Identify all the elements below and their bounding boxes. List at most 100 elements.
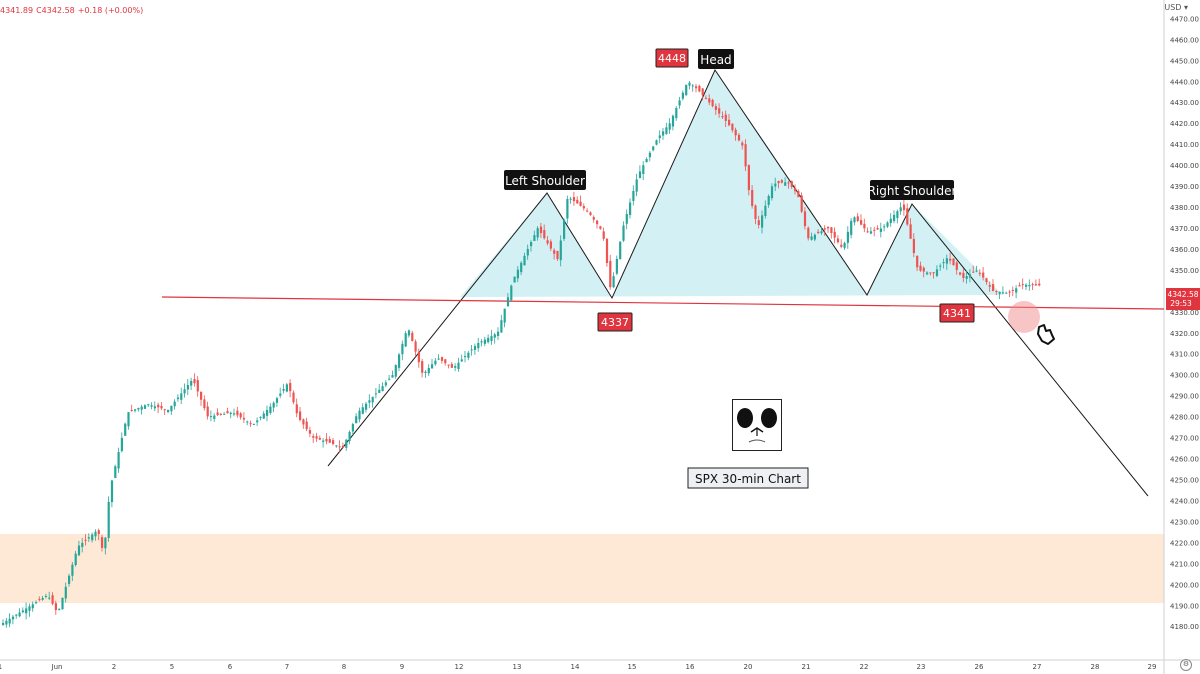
- candle-body: [780, 180, 783, 183]
- candle-body: [935, 269, 939, 276]
- time-tick-label: 13: [513, 663, 522, 671]
- svg-text:4448: 4448: [658, 52, 686, 65]
- candle-body: [71, 564, 74, 576]
- candle-body: [407, 330, 411, 336]
- time-tick-label: 26: [975, 663, 984, 671]
- candle-body: [955, 262, 958, 270]
- candle-body: [470, 349, 473, 351]
- candle-body: [879, 228, 882, 232]
- candle-body: [919, 265, 922, 271]
- time-tick-label: 21: [802, 663, 811, 671]
- candle-body: [186, 385, 189, 390]
- candle-body: [681, 92, 684, 99]
- candle-body: [787, 182, 790, 184]
- candle-body: [160, 405, 163, 409]
- candle-body: [767, 196, 770, 205]
- candle-body: [292, 392, 295, 403]
- candle-body: [810, 236, 813, 240]
- price-tick-label: 4290.00: [1170, 393, 1199, 401]
- candle-body: [615, 258, 618, 274]
- neckline: [161, 296, 1165, 310]
- candle-body: [708, 98, 711, 103]
- candle-body: [25, 608, 28, 614]
- candle-body: [764, 205, 767, 216]
- candle-body: [724, 114, 727, 121]
- candle-body: [147, 404, 150, 406]
- price-tick-label: 4350.00: [1170, 267, 1199, 275]
- candle-body: [153, 406, 156, 409]
- candle-body: [612, 276, 615, 288]
- price-tick-label: 4440.00: [1170, 78, 1199, 86]
- currency-selector[interactable]: USD ▾: [1164, 3, 1188, 12]
- close-readout: C4342.58: [36, 6, 75, 15]
- price-tick-label: 4260.00: [1170, 456, 1199, 464]
- svg-text:Left Shoulder: Left Shoulder: [505, 174, 585, 188]
- candle-body: [569, 198, 572, 200]
- svg-text:Head: Head: [700, 53, 731, 67]
- candle-body: [906, 208, 909, 225]
- candle-body: [275, 398, 279, 403]
- candle-body: [605, 238, 609, 263]
- candle-body: [312, 436, 315, 438]
- candle-body: [813, 234, 816, 240]
- chart-caption: SPX 30-min Chart: [687, 467, 809, 489]
- candle-body: [985, 278, 988, 283]
- candle-body: [1018, 285, 1021, 287]
- candle-body: [444, 359, 447, 364]
- candle-body: [315, 436, 318, 439]
- svg-text:Right Shoulder: Right Shoulder: [868, 184, 957, 198]
- candle-body: [823, 228, 826, 230]
- candle-body: [358, 410, 361, 420]
- candle-body: [1001, 292, 1005, 294]
- candle-body: [374, 393, 378, 395]
- candle-body: [28, 606, 31, 611]
- candle-body: [539, 226, 543, 234]
- candle-body: [817, 231, 820, 234]
- candle-body: [728, 119, 731, 126]
- candle-body: [180, 393, 183, 400]
- head-shoulders-pattern: [161, 68, 1165, 497]
- candle-body: [411, 332, 414, 341]
- candle-body: [497, 331, 500, 336]
- candle-body: [239, 413, 242, 418]
- candle-body: [902, 204, 906, 211]
- candle-body: [48, 597, 51, 599]
- candle-body: [866, 231, 869, 233]
- candle-body: [1034, 284, 1038, 286]
- candle-body: [592, 217, 595, 220]
- candle-body: [318, 437, 321, 440]
- candle-body: [873, 229, 876, 231]
- candle-body: [302, 419, 305, 425]
- candle-body: [579, 201, 582, 206]
- candle-body: [757, 220, 760, 226]
- candle-body: [127, 412, 130, 427]
- candle-body: [678, 100, 681, 106]
- time-axis: 1 Jun 2 5 6 7 8 9 12 13 14 15 16 20 21 22 23 26 27 28 29: [0, 663, 1156, 671]
- candle-body: [249, 423, 252, 425]
- candle-body: [718, 108, 721, 114]
- candle-body: [97, 530, 100, 535]
- settings-icon[interactable]: ⚙: [1180, 659, 1192, 671]
- candle-body: [203, 399, 206, 409]
- candle-body: [440, 357, 444, 361]
- candle-body: [91, 534, 94, 541]
- candle-body: [345, 439, 348, 448]
- candle-body: [929, 272, 932, 274]
- candle-body: [638, 171, 642, 179]
- candle-body: [675, 108, 678, 119]
- candle-body: [711, 99, 714, 107]
- svg-text:4337: 4337: [601, 316, 629, 329]
- candle-body: [1038, 283, 1041, 286]
- candle-body: [480, 341, 483, 343]
- candle-body: [566, 199, 569, 219]
- candle-body: [322, 440, 325, 442]
- candle-body: [1015, 288, 1018, 293]
- candle-body: [361, 407, 364, 414]
- candle-body: [391, 375, 394, 378]
- candle-body: [259, 416, 262, 418]
- candle-body: [219, 413, 222, 415]
- last-price-tag: 4342.58 29:53: [1166, 288, 1200, 310]
- candle-body: [846, 231, 849, 243]
- price-tick-label: 4270.00: [1170, 435, 1199, 443]
